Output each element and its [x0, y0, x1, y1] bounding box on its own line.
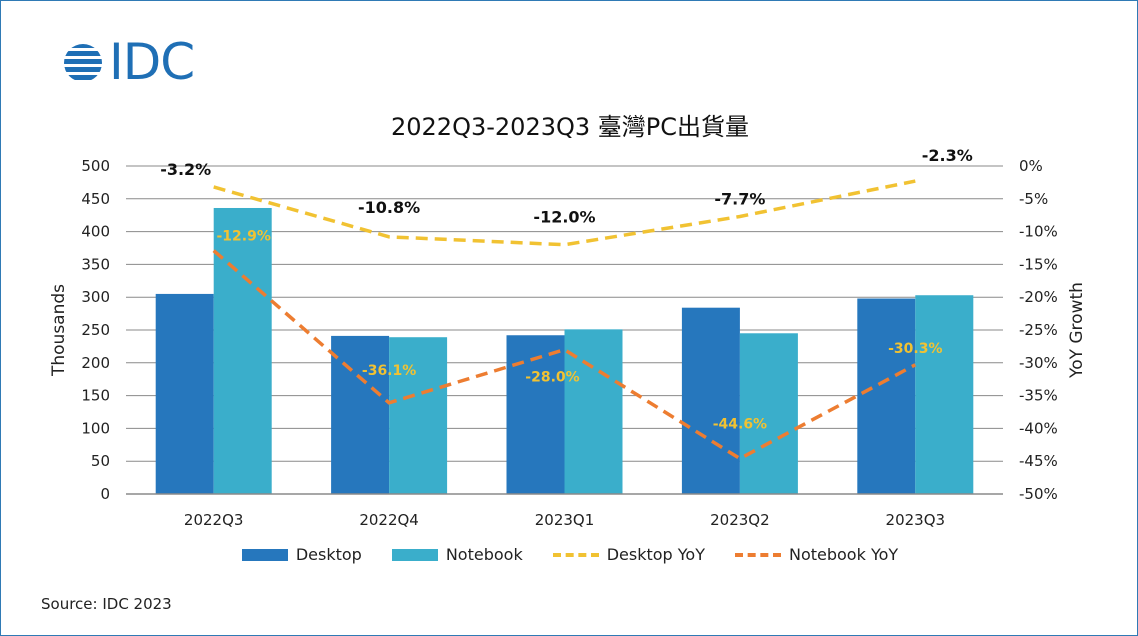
y-tick-label: 450 — [81, 190, 110, 208]
legend-item-notebook: Notebook — [391, 545, 523, 564]
y2-tick-label: -25% — [1019, 321, 1058, 339]
legend-swatch-desktop — [241, 548, 288, 561]
legend-label-desktop: Desktop — [295, 545, 362, 564]
y2-tick-label: -35% — [1019, 387, 1058, 405]
legend-swatch-notebook — [391, 548, 438, 561]
bar-desktop-2023Q3 — [857, 298, 916, 494]
x-tick-label: 2023Q1 — [535, 511, 595, 529]
y2-axis-label: YoY Growth — [1067, 282, 1087, 379]
idc-globe-icon — [64, 44, 102, 80]
legend-label-notebook: Notebook — [445, 545, 523, 564]
x-tick-label: 2022Q3 — [184, 511, 244, 529]
y-axis-label: Thousands — [49, 284, 69, 377]
data-label-notebook-yoy: -44.6% — [713, 417, 767, 433]
legend-label-notebook-yoy: Notebook YoY — [788, 545, 899, 564]
y2-tick-label: -15% — [1019, 255, 1058, 273]
y-tick-label: 350 — [81, 255, 110, 273]
y-tick-label: 500 — [81, 157, 110, 175]
data-label-desktop-yoy: -10.8% — [358, 198, 420, 217]
bar-notebook-2023Q3 — [915, 295, 974, 494]
x-tick-label: 2022Q4 — [359, 511, 419, 529]
y2-tick-label: -20% — [1019, 288, 1058, 306]
y2-tick-label: -50% — [1019, 485, 1058, 503]
y2-tick-label: -10% — [1019, 223, 1058, 241]
y-tick-label: 50 — [91, 452, 110, 470]
y-tick-label: 150 — [81, 387, 110, 405]
bar-notebook-2023Q2 — [739, 333, 798, 494]
data-label-notebook-yoy: -12.9% — [217, 229, 271, 245]
y2-tick-label: 0% — [1019, 157, 1043, 175]
data-label-notebook-yoy: -28.0% — [525, 370, 579, 386]
legend-swatch-desktop-yoy — [552, 552, 599, 557]
data-label-notebook-yoy: -30.3% — [888, 341, 942, 357]
y-tick-label: 200 — [81, 354, 110, 372]
data-label-desktop-yoy: -7.7% — [714, 190, 765, 209]
idc-logo: IDC — [59, 33, 219, 91]
y2-tick-label: -45% — [1019, 452, 1058, 470]
data-label-desktop-yoy: -12.0% — [533, 208, 595, 227]
logo-wordmark: IDC — [109, 33, 195, 91]
y2-tick-label: -5% — [1019, 190, 1048, 208]
legend-item-desktop: Desktop — [241, 545, 362, 564]
bar-desktop-2023Q1 — [506, 335, 565, 494]
bar-desktop-2023Q2 — [681, 307, 740, 494]
legend-item-desktop-yoy: Desktop YoY — [552, 545, 705, 564]
x-tick-label: 2023Q3 — [886, 511, 946, 529]
y-tick-label: 250 — [81, 321, 110, 339]
legend-swatch-notebook-yoy — [734, 552, 781, 557]
y-tick-label: 400 — [81, 223, 110, 241]
y-tick-label: 0 — [100, 485, 110, 503]
x-tick-label: 2023Q2 — [710, 511, 770, 529]
bar-desktop-2022Q4 — [331, 335, 390, 494]
data-label-desktop-yoy: -3.2% — [160, 160, 211, 179]
y-tick-label: 300 — [81, 288, 110, 306]
line-notebook-yoy — [212, 249, 917, 461]
bar-notebook-2022Q3 — [213, 207, 272, 494]
y-tick-label: 100 — [81, 419, 110, 437]
source-note: Source: IDC 2023 — [41, 595, 172, 613]
bar-desktop-2022Q3 — [155, 293, 214, 494]
chart-title: 2022Q3-2023Q3 臺灣PC出貨量 — [391, 113, 749, 141]
chart-legend: Desktop Notebook Desktop YoY Notebook Yo… — [1, 545, 1137, 564]
chart-plot: 0 50 100 150 200 250 300 350 400 450 500 0% -5% -10% -… — [49, 146, 1087, 529]
y2-tick-label: -40% — [1019, 419, 1058, 437]
data-label-notebook-yoy: -36.1% — [362, 363, 416, 379]
y2-tick-label: -30% — [1019, 354, 1058, 372]
legend-item-notebook-yoy: Notebook YoY — [734, 545, 899, 564]
line-desktop-yoy — [213, 179, 916, 247]
data-label-desktop-yoy: -2.3% — [922, 146, 973, 165]
legend-label-desktop-yoy: Desktop YoY — [606, 545, 705, 564]
bar-notebook-2022Q4 — [389, 337, 448, 494]
